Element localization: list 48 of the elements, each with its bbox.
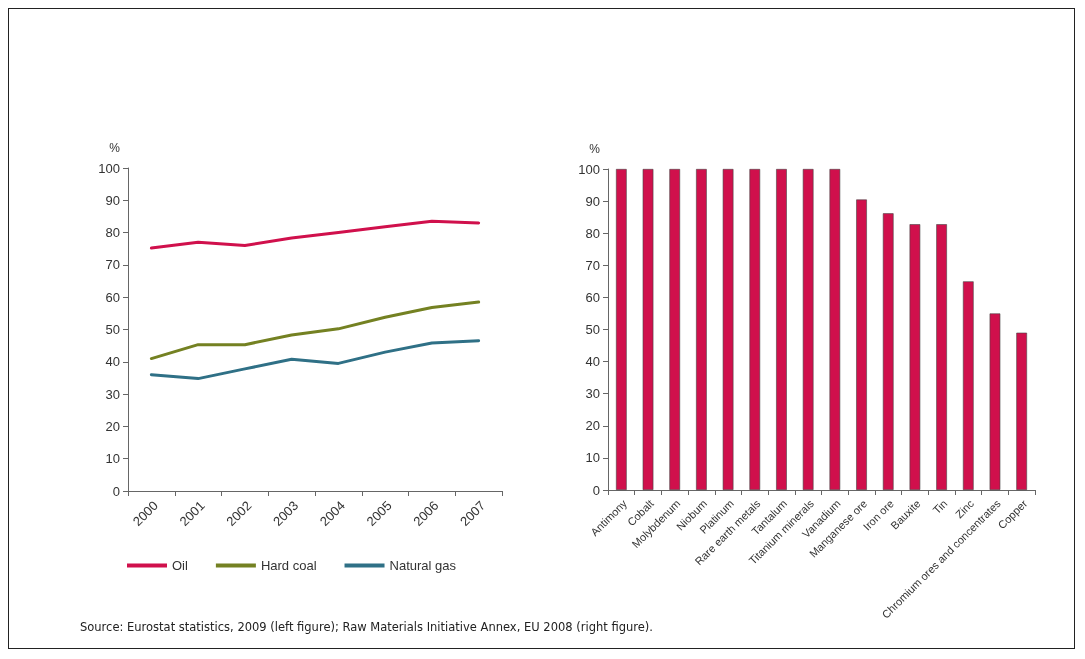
bar (669, 169, 681, 490)
source-note: Source: Eurostat statistics, 2009 (left figure); Raw Materials Initiative Annex, EU 2008 (right figure). (80, 620, 653, 634)
y-tick-label: 70 (105, 257, 120, 273)
bar (802, 169, 814, 490)
bar (776, 169, 787, 490)
bar (642, 169, 654, 490)
bar (829, 169, 841, 490)
y-tick-label: 50 (105, 322, 120, 337)
bar (722, 169, 734, 490)
y-tick-label: 90 (585, 193, 600, 209)
bar (936, 224, 947, 490)
y-tick-label: 60 (105, 289, 120, 305)
y-tick-label: 10 (105, 451, 120, 467)
bar (616, 169, 627, 490)
y-tick-label: 50 (585, 322, 600, 337)
y-tick-label: 40 (105, 354, 120, 370)
y-tick-label: 80 (585, 225, 600, 241)
y-tick-label: 100 (578, 161, 600, 177)
y-tick-label: 20 (105, 418, 120, 434)
bar (989, 313, 1001, 490)
line-series (149, 339, 481, 381)
y-tick-label: 40 (585, 354, 600, 370)
y-tick-label: 20 (585, 418, 600, 434)
legend-label: Natural gas (389, 558, 457, 573)
bar (909, 224, 921, 490)
y-tick-label: 30 (585, 386, 600, 402)
y-tick-label: 80 (105, 225, 120, 241)
y-tick-label: 100 (98, 160, 120, 176)
bar (1016, 332, 1027, 490)
line-series (149, 300, 481, 361)
bar (856, 199, 867, 490)
x-tick-label: Tin (930, 497, 950, 517)
y-tick-label: 60 (585, 289, 600, 305)
bar (696, 169, 707, 490)
y-tick-label: 10 (585, 450, 600, 466)
y-tick-label: 0 (112, 483, 120, 499)
line-series (149, 219, 481, 250)
bar (749, 169, 761, 490)
legend-label: Oil (172, 558, 188, 573)
bar (882, 213, 894, 490)
bar (962, 281, 974, 490)
y-tick-label: 90 (105, 192, 120, 208)
y-tick-label: 30 (105, 386, 120, 402)
legend-label: Hard coal (260, 558, 317, 573)
y-tick-label: 0 (592, 482, 600, 498)
y-axis-title: % (109, 141, 121, 155)
y-tick-label: 70 (585, 257, 600, 273)
y-axis-title: % (589, 142, 601, 156)
